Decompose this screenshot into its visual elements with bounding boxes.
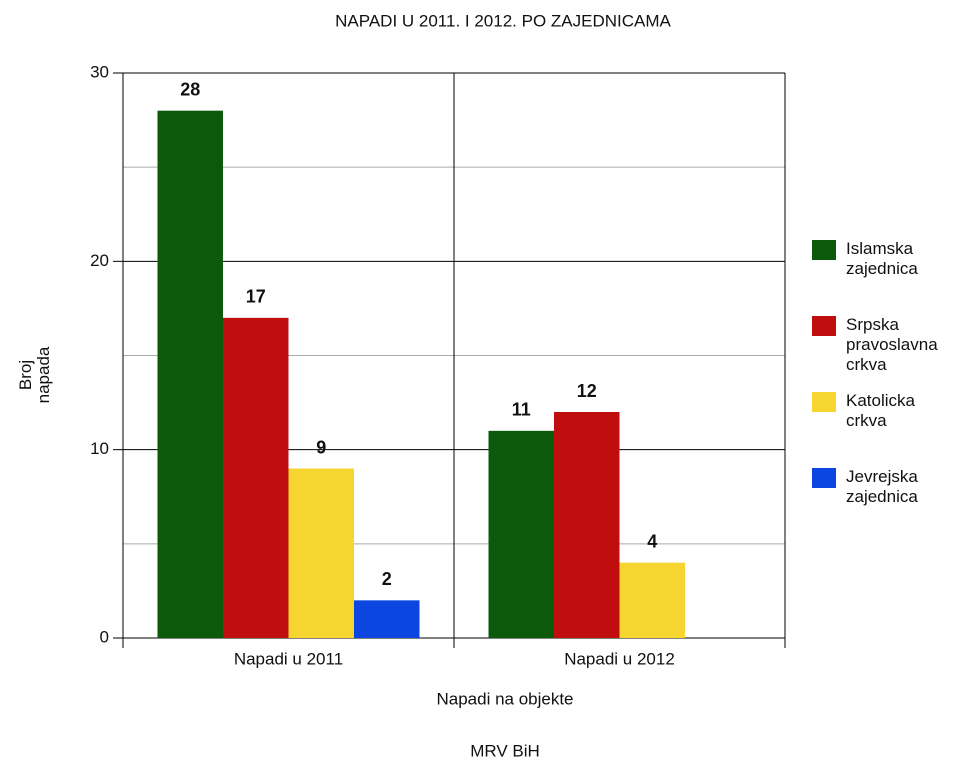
bar [554,412,620,638]
y-tick-label: 30 [90,62,109,81]
data-label: 11 [512,400,531,420]
legend-label: Jevrejska zajednica [846,467,918,506]
legend-label: Katolicka crkva [846,391,916,430]
bar [223,317,289,638]
legend-line: Jevrejska [846,467,918,486]
chart-title: NAPADI U 2011. I 2012. PO ZAJEDNICAMA [335,11,671,30]
legend-swatch [812,392,836,412]
data-label: 17 [246,287,266,307]
data-label: 2 [382,569,392,589]
legend-line: Islamska [846,239,914,258]
y-tick-label: 20 [90,251,109,270]
data-label: 4 [647,531,657,551]
legend-swatch [812,468,836,488]
legend-line: zajednica [846,487,918,506]
data-label: 9 [316,437,326,457]
legend-swatch [812,240,836,260]
legend-line: Srpska [846,315,899,334]
source: MRV BiH [470,741,540,760]
bar [157,110,223,638]
bar [288,468,354,638]
legend-line: pravoslavna [846,335,938,354]
legend-label: Islamska zajednica [846,239,918,278]
legend-label: Srpska pravoslavna crkva [846,315,938,374]
y-title-line: napada [34,346,53,403]
bar [619,562,685,638]
y-tick-label: 10 [90,439,109,458]
data-label: 12 [577,381,597,401]
data-label: 28 [180,79,200,99]
legend-line: crkva [846,411,887,430]
x-tick-label: Napadi u 2011 [234,649,343,668]
legend-line: crkva [846,355,887,374]
y-title-line: Broj [16,360,35,390]
legend-swatch [812,316,836,336]
x-tick-label: Napadi u 2012 [564,649,675,668]
bar [488,430,554,638]
legend-line: zajednica [846,259,918,278]
legend-line: Katolicka [846,391,916,410]
bar [354,600,420,638]
x-axis-title: Napadi na objekte [436,689,573,708]
y-tick-label: 0 [100,627,109,646]
y-axis-title: Brojnapada [16,346,53,403]
